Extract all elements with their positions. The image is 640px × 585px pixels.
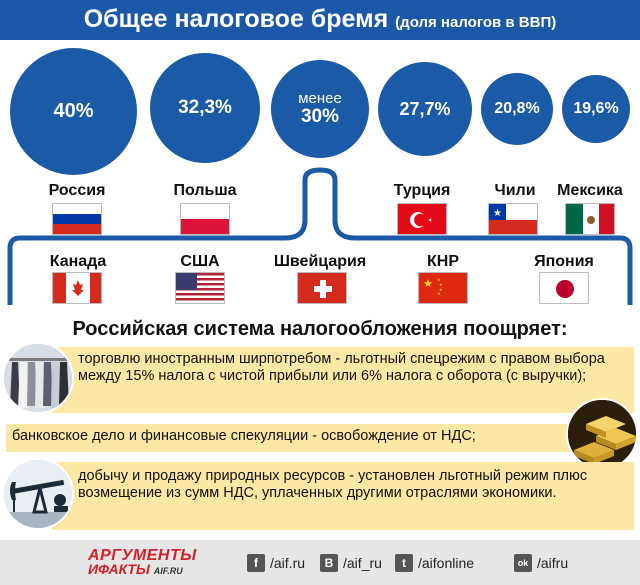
bubble-group: менее 30%	[271, 60, 369, 158]
flag-poland-icon	[180, 203, 230, 235]
flag-usa-icon	[175, 272, 225, 304]
bubble-chile: 20,8%	[481, 73, 553, 145]
item-text: торговлю иностранным ширпотребом - льгот…	[78, 351, 605, 385]
page-subtitle: (доля налогов в ВВП)	[395, 14, 557, 31]
label-japan: Япония	[534, 253, 594, 270]
svg-text:★: ★	[423, 277, 433, 290]
logo-line2: ИФАКТЫ	[88, 561, 150, 578]
flag-turkey-icon	[397, 203, 447, 235]
section-title: Российская система налогообложения поощр…	[72, 318, 568, 340]
bubble-value: 40%	[53, 100, 94, 122]
social-text: /aifonline	[418, 555, 475, 571]
bubble-line1: менее	[298, 90, 342, 108]
bubble-value: 32,3%	[178, 97, 232, 119]
bubble-russia: 40%	[10, 48, 137, 175]
logo-line1: АРГУМЕНТЫ	[88, 547, 197, 564]
label-mexico: Мексика	[557, 182, 623, 199]
bubble-value: 20,8%	[494, 99, 540, 117]
logo-suffix: AIF.RU	[153, 566, 183, 577]
social-text: /aif_ru	[343, 555, 382, 571]
social-text: /aifru	[537, 555, 569, 571]
header-banner: Общее налоговое бремя (доля налогов в ВВ…	[0, 0, 640, 40]
label-turkey: Турция	[393, 182, 451, 199]
oil-pump-photo	[2, 458, 74, 530]
flag-china-icon: ★ ★ ★ ★ ★	[418, 272, 468, 304]
label-canada: Канада	[49, 253, 107, 270]
flag-switzerland-icon	[297, 272, 347, 304]
svg-text:★: ★	[437, 291, 441, 296]
social-link-twitter[interactable]: t /aifonline	[395, 554, 474, 572]
flag-mexico-icon	[565, 203, 615, 235]
bubble-line2: 30%	[300, 105, 340, 127]
label-russia: Россия	[48, 182, 106, 199]
list-item-banking: банковское дело и финансовые спекуляции …	[6, 424, 576, 452]
bubble-poland: 32,3%	[150, 53, 260, 163]
svg-text:★: ★	[439, 282, 443, 287]
svg-text:★: ★	[437, 277, 441, 282]
group-bracket	[7, 167, 633, 305]
item-text: банковское дело и финансовые спекуляции …	[12, 428, 476, 444]
social-text: /aif.ru	[270, 555, 306, 571]
label-chile: Чили	[494, 182, 536, 199]
social-link-odnoklassniki[interactable]: ok /aifru	[514, 554, 568, 572]
twitter-icon: t	[395, 554, 413, 572]
bubble-mexico: 19,6%	[562, 75, 630, 143]
vk-icon: В	[320, 554, 338, 572]
bubble-turkey: 27,7%	[378, 62, 472, 156]
page-title: Общее налоговое бремя	[83, 5, 389, 33]
bubble-value: 27,7%	[399, 98, 451, 119]
clothes-rack-photo	[2, 342, 74, 414]
item-text: добычу и продажу природных ресурсов - ус…	[78, 468, 588, 502]
facebook-icon: f	[247, 554, 265, 572]
list-item-consumer-goods: торговлю иностранным ширпотребом - льгот…	[52, 347, 634, 413]
flag-chile-icon: ★	[488, 203, 538, 235]
flag-canada-icon	[52, 272, 102, 304]
label-china: КНР	[427, 253, 459, 270]
label-switzerland: Швейцария	[273, 253, 367, 270]
list-item-natural-resources: добычу и продажу природных ресурсов - ус…	[52, 462, 634, 530]
bubble-value: 19,6%	[573, 99, 619, 117]
label-poland: Польша	[173, 182, 237, 199]
social-link-facebook[interactable]: f /aif.ru	[247, 554, 305, 572]
gold-bars-photo	[566, 398, 638, 470]
label-usa: США	[180, 253, 220, 270]
svg-text:★: ★	[493, 208, 502, 219]
footer: АРГУМЕНТЫ ИФАКТЫ AIF.RU f /aif.ru В /aif…	[0, 540, 640, 585]
aif-logo[interactable]: АРГУМЕНТЫ ИФАКТЫ AIF.RU	[88, 547, 197, 578]
social-link-vk[interactable]: В /aif_ru	[320, 554, 382, 572]
flag-japan-icon	[539, 272, 589, 304]
odnoklassniki-icon: ok	[514, 554, 532, 572]
svg-text:★: ★	[439, 287, 443, 292]
flag-russia-icon	[52, 203, 102, 235]
